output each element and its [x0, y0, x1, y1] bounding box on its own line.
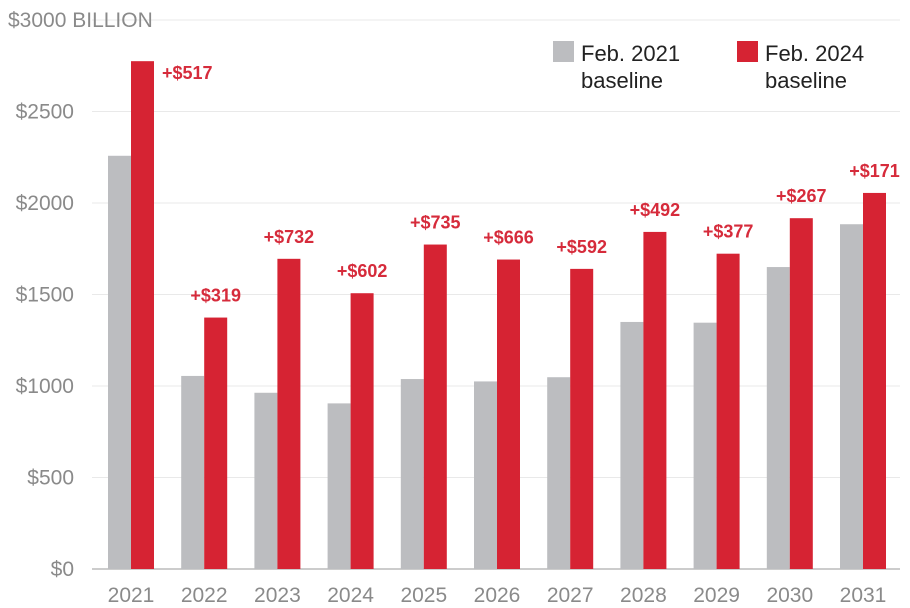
bar-feb-2024-baseline — [350, 293, 374, 569]
bar-feb-2024-baseline — [789, 218, 813, 569]
bar-feb-2021-baseline — [108, 155, 131, 569]
bar-feb-2024-baseline — [643, 231, 667, 569]
legend-label: baseline — [581, 68, 663, 93]
bar-feb-2024-baseline — [716, 253, 740, 570]
x-tick-label: 2022 — [181, 584, 228, 607]
x-tick-label: 2024 — [327, 584, 374, 607]
bar-feb-2021-baseline — [547, 377, 571, 569]
difference-label: +$492 — [630, 200, 681, 220]
x-tick-label: 2026 — [474, 584, 521, 607]
bar-feb-2024-baseline — [131, 61, 154, 570]
difference-label: +$735 — [410, 213, 461, 233]
bar-feb-2024-baseline — [863, 192, 886, 569]
bar-feb-2021-baseline — [693, 322, 717, 569]
bar-feb-2024-baseline — [423, 244, 447, 569]
bar-feb-2021-baseline — [254, 392, 278, 569]
y-tick-label: $2500 — [16, 101, 74, 124]
y-tick-label: $2000 — [16, 192, 74, 215]
legend-label: baseline — [765, 68, 847, 93]
bar-feb-2024-baseline — [204, 317, 228, 569]
difference-labels: +$517 +$319 +$732 +$602 +$735 +$666 +$592 +$492… — [162, 63, 900, 305]
x-tick-label: 2030 — [766, 584, 813, 607]
legend-swatch — [737, 41, 758, 62]
y-tick-label: $1000 — [16, 375, 74, 398]
difference-label: +$319 — [190, 286, 241, 306]
bar-feb-2021-baseline — [620, 321, 644, 569]
y-tick-label: $0 — [51, 558, 74, 581]
difference-label: +$267 — [776, 186, 827, 206]
bar-feb-2021-baseline — [840, 224, 863, 569]
x-tick-label: 2023 — [254, 584, 301, 607]
y-axis-top-label: $3000 BILLION — [8, 9, 153, 32]
difference-label: +$377 — [703, 222, 754, 242]
bar-feb-2021-baseline — [400, 379, 424, 569]
difference-label: +$732 — [264, 227, 315, 247]
bar-feb-2024-baseline — [497, 259, 520, 569]
bar-feb-2021-baseline — [327, 403, 351, 569]
difference-label: +$592 — [556, 237, 607, 257]
x-tick-label: 2025 — [400, 584, 447, 607]
difference-label: +$666 — [483, 228, 534, 248]
y-tick-label: $500 — [27, 467, 74, 490]
legend-swatch — [553, 41, 574, 62]
x-tick-label: 2028 — [620, 584, 667, 607]
difference-label: +$517 — [162, 63, 213, 83]
legend-label: Feb. 2021 — [581, 41, 680, 66]
x-tick-label: 2027 — [547, 584, 594, 607]
bar-feb-2021-baseline — [181, 375, 205, 569]
x-axis-tick-labels: 2021 2022 2023 2024 2025 2026 2027 2028 2029 2030… — [108, 584, 887, 607]
y-axis-tick-labels: $0 $500 $1000 $1500 $2000 $2500 $3000 BILLION — [8, 9, 153, 581]
y-tick-label: $1500 — [16, 284, 74, 307]
difference-label: +$602 — [337, 261, 388, 281]
bar-feb-2021-baseline — [766, 267, 790, 569]
x-tick-label: 2021 — [108, 584, 155, 607]
legend-label: Feb. 2024 — [765, 41, 864, 66]
x-tick-label: 2029 — [693, 584, 740, 607]
x-tick-label: 2031 — [840, 584, 887, 607]
bar-feb-2024-baseline — [277, 258, 301, 569]
bars — [108, 61, 886, 570]
bar-feb-2021-baseline — [474, 381, 497, 569]
difference-label: +$171 — [849, 161, 900, 181]
bar-feb-2024-baseline — [570, 268, 594, 569]
